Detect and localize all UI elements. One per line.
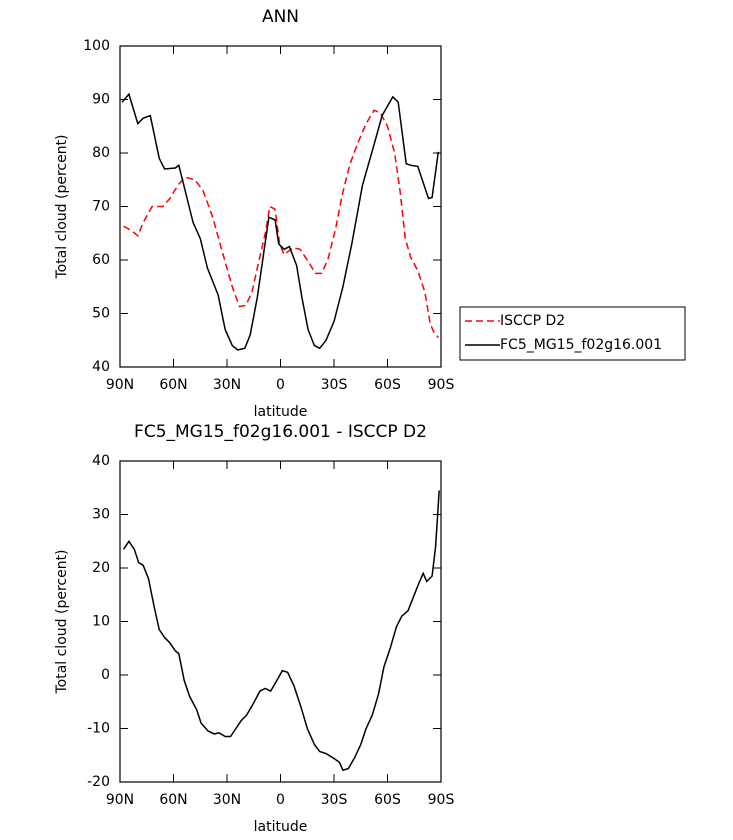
x-tick-label: 90S bbox=[428, 792, 455, 808]
panel: FC5_MG15_f02g16.001 - ISCCP D2 latitude To… bbox=[54, 422, 454, 835]
x-tick-label: 90N bbox=[106, 792, 134, 808]
y-axis-label: Total cloud (percent) bbox=[54, 549, 70, 694]
plot-frame bbox=[119, 45, 442, 368]
y-axis-label: Total cloud (percent) bbox=[54, 134, 70, 279]
x-tick-label: 0 bbox=[276, 792, 285, 808]
chart-title: ANN bbox=[262, 7, 299, 27]
x-tick-label: 60S bbox=[374, 792, 401, 808]
plot-frame bbox=[119, 460, 442, 783]
y-tick-label: 100 bbox=[83, 38, 110, 54]
x-tick-label: 60N bbox=[159, 377, 187, 393]
x-tick-label: 30S bbox=[321, 377, 348, 393]
x-tick-label: 60N bbox=[159, 792, 187, 808]
data-line bbox=[122, 490, 440, 772]
legend-box bbox=[459, 306, 686, 361]
y-tick-label: 30 bbox=[92, 507, 110, 523]
y-tick-label: 90 bbox=[92, 92, 110, 108]
x-axis-label: latitude bbox=[254, 819, 308, 835]
y-tick-label: 20 bbox=[92, 560, 110, 576]
x-axis-label: latitude bbox=[254, 404, 308, 420]
y-tick-label: 40 bbox=[92, 453, 110, 469]
x-tick-label: 60S bbox=[374, 377, 401, 393]
y-tick-label: 50 bbox=[92, 306, 110, 322]
y-tick-label: 0 bbox=[101, 667, 110, 683]
y-tick-label: -10 bbox=[87, 721, 110, 737]
y-tick-label: 70 bbox=[92, 199, 110, 215]
x-tick-label: 90S bbox=[428, 377, 455, 393]
y-tick-label: 40 bbox=[92, 359, 110, 375]
y-tick-label: -20 bbox=[87, 774, 110, 790]
x-tick-label: 90N bbox=[106, 377, 134, 393]
y-tick-label: 60 bbox=[92, 252, 110, 268]
legend: ISCCP D2 FC5_MG15_f02g16.001 bbox=[459, 306, 686, 361]
data-line bbox=[123, 109, 439, 339]
y-tick-label: 80 bbox=[92, 145, 110, 161]
x-tick-label: 30N bbox=[213, 792, 241, 808]
x-tick-label: 0 bbox=[276, 377, 285, 393]
x-tick-label: 30S bbox=[321, 792, 348, 808]
chart-title: FC5_MG15_f02g16.001 - ISCCP D2 bbox=[134, 422, 427, 442]
panel: ANN latitude Total cloud (percent) 40 50 60 70… bbox=[54, 7, 686, 420]
legend-label: FC5_MG15_f02g16.001 bbox=[500, 337, 662, 353]
x-tick-label: 30N bbox=[213, 377, 241, 393]
legend-label: ISCCP D2 bbox=[500, 313, 565, 329]
y-tick-label: 10 bbox=[92, 614, 110, 630]
data-line bbox=[121, 92, 440, 351]
